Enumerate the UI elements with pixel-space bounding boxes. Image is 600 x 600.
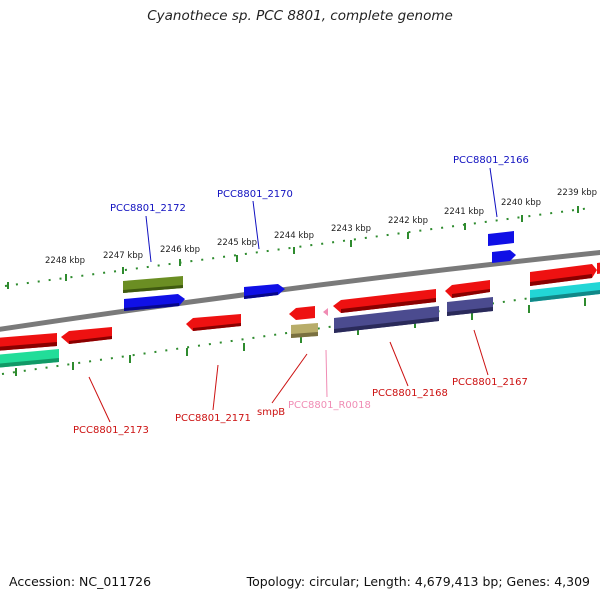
- genome-backbone: [0, 250, 600, 332]
- callout-line: [389, 341, 409, 387]
- scale-label: 2246 kbp: [160, 245, 200, 255]
- gene-shadow: [244, 292, 278, 299]
- gene-label[interactable]: PCC8801_2166: [453, 155, 529, 166]
- gene-shadow: [291, 332, 318, 338]
- gene-feature[interactable]: [488, 231, 514, 246]
- rna-feature[interactable]: [323, 308, 328, 316]
- gene-shadow: [530, 274, 592, 286]
- scale-label: 2242 kbp: [388, 216, 428, 226]
- callout-line: [271, 353, 308, 404]
- map-title: Cyanothece sp. PCC 8801, complete genome: [147, 8, 453, 24]
- scale-label: 2239 kbp: [557, 188, 597, 198]
- gene-label[interactable]: PCC8801_2170: [217, 189, 293, 200]
- scale-label: 2240 kbp: [501, 198, 541, 208]
- gene-shadow: [452, 289, 490, 298]
- scale-label: 2243 kbp: [331, 224, 371, 234]
- gene-feature[interactable]: [492, 250, 516, 263]
- scale-label: 2247 kbp: [103, 251, 143, 261]
- callout-line: [325, 349, 328, 398]
- callout-line: [473, 329, 489, 376]
- gene-shadow: [123, 285, 183, 293]
- gene-label[interactable]: PCC8801_2173: [73, 425, 149, 436]
- callout-line: [88, 376, 111, 423]
- callout-line: [145, 215, 152, 263]
- gene-label[interactable]: PCC8801_2171: [175, 413, 251, 424]
- gene-shadow: [334, 317, 439, 333]
- gene-label[interactable]: PCC8801_2172: [110, 203, 186, 214]
- scale-label: 2248 kbp: [45, 256, 85, 266]
- callout-line: [212, 364, 219, 411]
- callout-line: [489, 167, 498, 218]
- callout-line: [252, 200, 260, 250]
- scale-label: 2245 kbp: [217, 238, 257, 248]
- gene-shadow: [193, 323, 241, 331]
- gene-shadow: [124, 303, 179, 311]
- gene-shadow: [0, 342, 57, 351]
- gene-label[interactable]: PCC8801_2167: [452, 377, 528, 388]
- gene-feature[interactable]: [289, 306, 315, 320]
- upper-scale: [4, 206, 591, 289]
- accession-text: Accession: NC_011726: [9, 574, 152, 589]
- gene-shadow: [530, 290, 600, 302]
- scale-label: 2244 kbp: [274, 231, 314, 241]
- scale-label: 2241 kbp: [444, 207, 484, 217]
- gene-shadow: [69, 336, 112, 344]
- gene-label[interactable]: smpB: [257, 407, 285, 418]
- gene-feature[interactable]: [597, 262, 600, 274]
- gene-label[interactable]: PCC8801_2168: [372, 388, 448, 399]
- gene-shadow: [0, 358, 59, 368]
- gene-label[interactable]: PCC8801_R0018: [288, 400, 371, 411]
- gene-shadow: [341, 298, 436, 313]
- gene-shadow: [447, 307, 493, 316]
- genome-stats-text: Topology: circular; Length: 4,679,413 bp…: [246, 574, 590, 589]
